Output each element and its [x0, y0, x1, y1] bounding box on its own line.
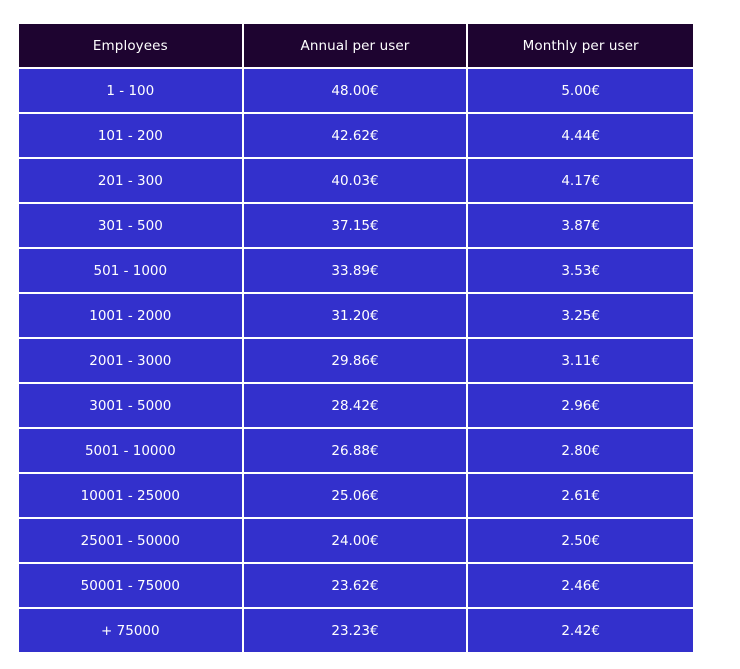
- cell-monthly-price: 2.50€: [468, 519, 693, 564]
- table-row: 301 - 500 37.15€ 3.87€: [19, 204, 693, 249]
- cell-annual-price: 29.86€: [243, 339, 469, 384]
- cell-annual-price: 25.06€: [243, 474, 469, 519]
- cell-monthly-price: 5.00€: [468, 69, 693, 114]
- table-row: 3001 - 5000 28.42€ 2.96€: [19, 384, 693, 429]
- header-monthly-per-user: Monthly per user: [468, 24, 693, 69]
- cell-monthly-price: 2.96€: [468, 384, 693, 429]
- cell-employees: 501 - 1000: [19, 249, 244, 294]
- cell-employees: 1001 - 2000: [19, 294, 244, 339]
- table-row: 25001 - 50000 24.00€ 2.50€: [19, 519, 693, 564]
- cell-monthly-price: 2.61€: [468, 474, 693, 519]
- cell-employees: 3001 - 5000: [19, 384, 244, 429]
- cell-annual-price: 23.62€: [243, 564, 469, 609]
- cell-annual-price: 31.20€: [243, 294, 469, 339]
- cell-employees: + 75000: [19, 609, 244, 652]
- cell-annual-price: 33.89€: [243, 249, 469, 294]
- cell-employees: 101 - 200: [19, 114, 244, 159]
- cell-annual-price: 48.00€: [243, 69, 469, 114]
- cell-employees: 1 - 100: [19, 69, 244, 114]
- cell-employees: 10001 - 25000: [19, 474, 244, 519]
- cell-employees: 301 - 500: [19, 204, 244, 249]
- cell-monthly-price: 3.53€: [468, 249, 693, 294]
- table-row: 50001 - 75000 23.62€ 2.46€: [19, 564, 693, 609]
- cell-annual-price: 42.62€: [243, 114, 469, 159]
- cell-monthly-price: 4.44€: [468, 114, 693, 159]
- cell-monthly-price: 3.25€: [468, 294, 693, 339]
- cell-annual-price: 24.00€: [243, 519, 469, 564]
- cell-monthly-price: 3.87€: [468, 204, 693, 249]
- table-row: 1001 - 2000 31.20€ 3.25€: [19, 294, 693, 339]
- cell-monthly-price: 2.46€: [468, 564, 693, 609]
- table-row: 201 - 300 40.03€ 4.17€: [19, 159, 693, 204]
- table-row: 2001 - 3000 29.86€ 3.11€: [19, 339, 693, 384]
- cell-employees: 50001 - 75000: [19, 564, 244, 609]
- cell-monthly-price: 2.42€: [468, 609, 693, 652]
- cell-monthly-price: 2.80€: [468, 429, 693, 474]
- table-row: 1 - 100 48.00€ 5.00€: [19, 69, 693, 114]
- header-annual-per-user: Annual per user: [243, 24, 469, 69]
- table-row: 10001 - 25000 25.06€ 2.61€: [19, 474, 693, 519]
- cell-monthly-price: 4.17€: [468, 159, 693, 204]
- cell-annual-price: 28.42€: [243, 384, 469, 429]
- table-row: 101 - 200 42.62€ 4.44€: [19, 114, 693, 159]
- cell-employees: 25001 - 50000: [19, 519, 244, 564]
- cell-annual-price: 23.23€: [243, 609, 469, 652]
- table-header-row: Employees Annual per user Monthly per us…: [19, 24, 693, 69]
- pricing-table: Employees Annual per user Monthly per us…: [19, 24, 693, 652]
- header-employees: Employees: [19, 24, 244, 69]
- cell-annual-price: 40.03€: [243, 159, 469, 204]
- cell-monthly-price: 3.11€: [468, 339, 693, 384]
- cell-annual-price: 37.15€: [243, 204, 469, 249]
- cell-employees: 2001 - 3000: [19, 339, 244, 384]
- cell-employees: 201 - 300: [19, 159, 244, 204]
- table-body: 1 - 100 48.00€ 5.00€ 101 - 200 42.62€ 4.…: [19, 69, 693, 652]
- table-row: 501 - 1000 33.89€ 3.53€: [19, 249, 693, 294]
- table-row: + 75000 23.23€ 2.42€: [19, 609, 693, 652]
- cell-annual-price: 26.88€: [243, 429, 469, 474]
- table-row: 5001 - 10000 26.88€ 2.80€: [19, 429, 693, 474]
- cell-employees: 5001 - 10000: [19, 429, 244, 474]
